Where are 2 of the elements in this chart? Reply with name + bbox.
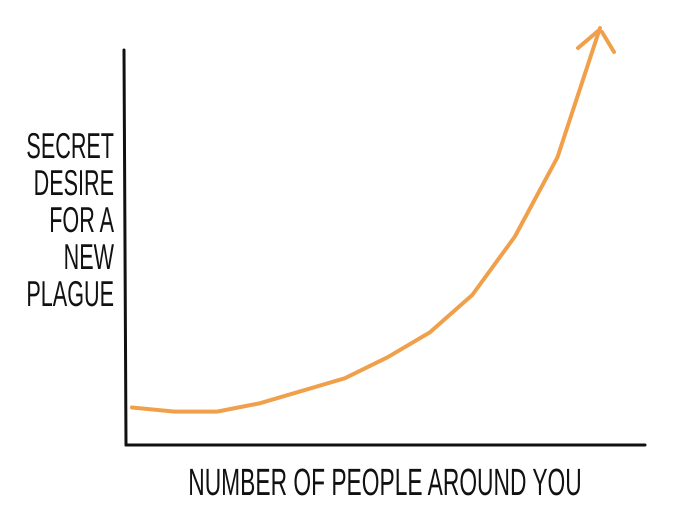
x-axis-title: NUMBER OF PEOPLE AROUND YOU bbox=[188, 461, 582, 504]
y-axis-title: SECRET DESIRE FOR A NEW PLAGUE bbox=[26, 126, 114, 314]
